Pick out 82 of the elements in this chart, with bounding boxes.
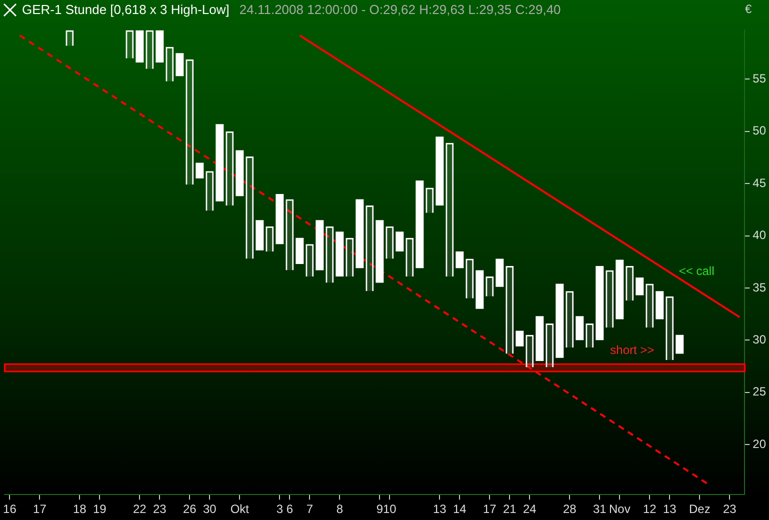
x-tick-label: 17 [482,502,497,516]
bar [596,266,604,340]
bar [276,194,284,244]
x-tick-label: 12 [642,502,657,516]
bar [436,136,444,206]
bar [676,334,684,354]
annotation: short >> [610,342,654,357]
bar [216,124,224,202]
bar [406,238,414,276]
bar [576,316,584,340]
bar [666,296,674,360]
x-tick-label: 24 [522,502,537,516]
bar [526,334,534,368]
bar [236,150,244,196]
y-tick-label: 45 [752,176,766,190]
x-tick-label: 13 [432,502,447,516]
y-tick-label: 55 [752,72,766,86]
x-tick-label: Dez [688,502,710,516]
bar [196,162,204,178]
bar [396,232,404,252]
bar [456,251,464,268]
y-tick-label: 35 [752,280,766,294]
x-tick-label: 13 [662,502,677,516]
x-tick-label: 16 [3,502,17,516]
x-tick-label: 14 [452,502,467,516]
bar [136,30,144,63]
x-tick-label: 26 [183,502,197,516]
x-tick-label: 17 [33,502,47,516]
bar [206,171,214,211]
y-tick-label: 50 [752,124,766,138]
x-tick-label: 19 [93,502,107,516]
bar [506,266,514,354]
bar [166,46,174,82]
bar [476,270,484,309]
x-tick-label: 18 [73,502,87,516]
x-tick-label: 21 [502,502,517,516]
bar [336,232,344,276]
bar [186,59,194,185]
x-tick-label: 6 [286,502,294,516]
x-tick-label: Okt [230,502,250,516]
bar [446,142,454,276]
x-tick-label: Nov [608,502,630,516]
bar [556,284,564,358]
bar [126,30,134,58]
bar [416,180,424,268]
x-tick-label: 9 [376,502,384,516]
bar [496,258,504,287]
bar [636,278,644,296]
bar [656,291,664,320]
bar [296,238,304,264]
y-tick-label: 20 [752,436,766,451]
bar [646,284,654,328]
x-tick-label: 8 [336,502,344,516]
annotation: << call [678,264,714,278]
x-tick-label: 22 [133,502,147,516]
chart-subtitle: 24.11.2008 12:00:00 - O:29,62 H:29,63 L:29,35 C:29,40 [239,2,561,17]
bar [256,220,264,250]
x-tick-label: 28 [562,502,577,516]
bar [246,156,254,259]
y-tick-label: 30 [752,332,766,346]
x-tick-label: 10 [382,502,397,516]
bar [516,330,524,346]
x-tick-label: 23 [722,502,737,516]
bar [536,316,544,362]
bar [66,30,74,46]
x-tick-label: 31 [592,502,607,516]
bar [316,220,324,270]
x-tick-label: 23 [153,502,167,516]
bar [616,260,624,320]
bar [286,199,294,270]
bar [156,30,164,63]
y-tick-label: 25 [752,384,766,399]
x-tick-label: 7 [306,502,314,516]
chart-title: GER-1 Stunde [0,618 x 3 High-Low] [22,2,230,17]
bar [176,53,184,76]
bar [466,258,474,298]
x-tick-label: 3 [276,502,284,516]
bar [356,199,364,268]
y-tick-label: 40 [752,228,766,242]
y-axis-title: € [745,2,752,16]
bar [376,220,384,283]
x-tick-label: 30 [203,502,217,516]
